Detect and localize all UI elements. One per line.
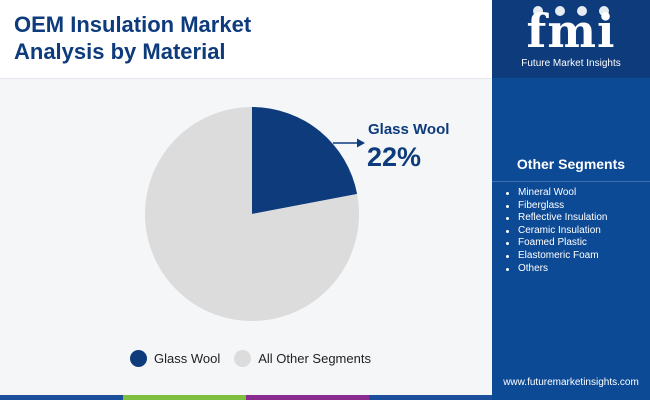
- callout-label: Glass Wool: [368, 121, 450, 138]
- list-item: Elastomeric Foam: [504, 250, 608, 263]
- callout-value: 22%: [367, 142, 422, 172]
- logo-letters: fmi: [526, 4, 616, 58]
- bottom-bar-segment: [369, 395, 492, 400]
- list-item: Mineral Wool: [504, 187, 608, 200]
- chart-title-line-1: OEM Insulation Market: [14, 12, 252, 37]
- pie-slice-all-other-segments: [145, 107, 359, 321]
- bottom-bar-segment: [123, 395, 246, 400]
- list-item: Fiberglass: [504, 200, 608, 213]
- chart-legend: Glass Wool All Other Segments: [130, 348, 385, 368]
- logo-tagline: Future Market Insights: [521, 58, 621, 69]
- list-item: Ceramic Insulation: [504, 225, 608, 238]
- other-segments-divider: [492, 181, 650, 182]
- list-item: Reflective Insulation: [504, 212, 608, 225]
- header-divider: [0, 78, 492, 79]
- chart-header: OEM Insulation Market Analysis by Materi…: [0, 0, 492, 78]
- callout-arrowhead: [357, 138, 365, 148]
- pie-slices: [145, 107, 359, 321]
- chart-title: OEM Insulation Market Analysis by Materi…: [14, 11, 251, 65]
- list-item: Others: [504, 263, 608, 276]
- legend-item-all-other-segments: All Other Segments: [234, 349, 371, 367]
- chart-title-line-2: Analysis by Material: [14, 39, 226, 64]
- website-link[interactable]: www.futuremarketinsights.com: [503, 377, 639, 388]
- legend-item-glass-wool: Glass Wool: [130, 349, 221, 367]
- fmi-logo: fmi Future Market Insights: [492, 0, 650, 78]
- legend-label-all-other-segments: All Other Segments: [258, 350, 371, 366]
- legend-swatch-all-other-segments: [234, 349, 252, 367]
- bottom-color-bar: [0, 395, 492, 400]
- logo-icons: [533, 6, 609, 16]
- legend-label-glass-wool: Glass Wool: [154, 350, 221, 366]
- other-segments-title: Other Segments: [516, 156, 626, 172]
- bottom-bar-segment: [246, 395, 369, 400]
- pie-chart: [145, 107, 365, 321]
- other-segments-list: Mineral Wool Fiberglass Reflective Insul…: [504, 187, 608, 275]
- legend-swatch-glass-wool: [130, 349, 147, 367]
- bottom-bar-segment: [0, 395, 123, 400]
- sidebar: fmi Future Market Insights Other Segment…: [492, 0, 650, 400]
- pie-slice-glass-wool: [252, 107, 358, 214]
- list-item: Foamed Plastic: [504, 237, 608, 250]
